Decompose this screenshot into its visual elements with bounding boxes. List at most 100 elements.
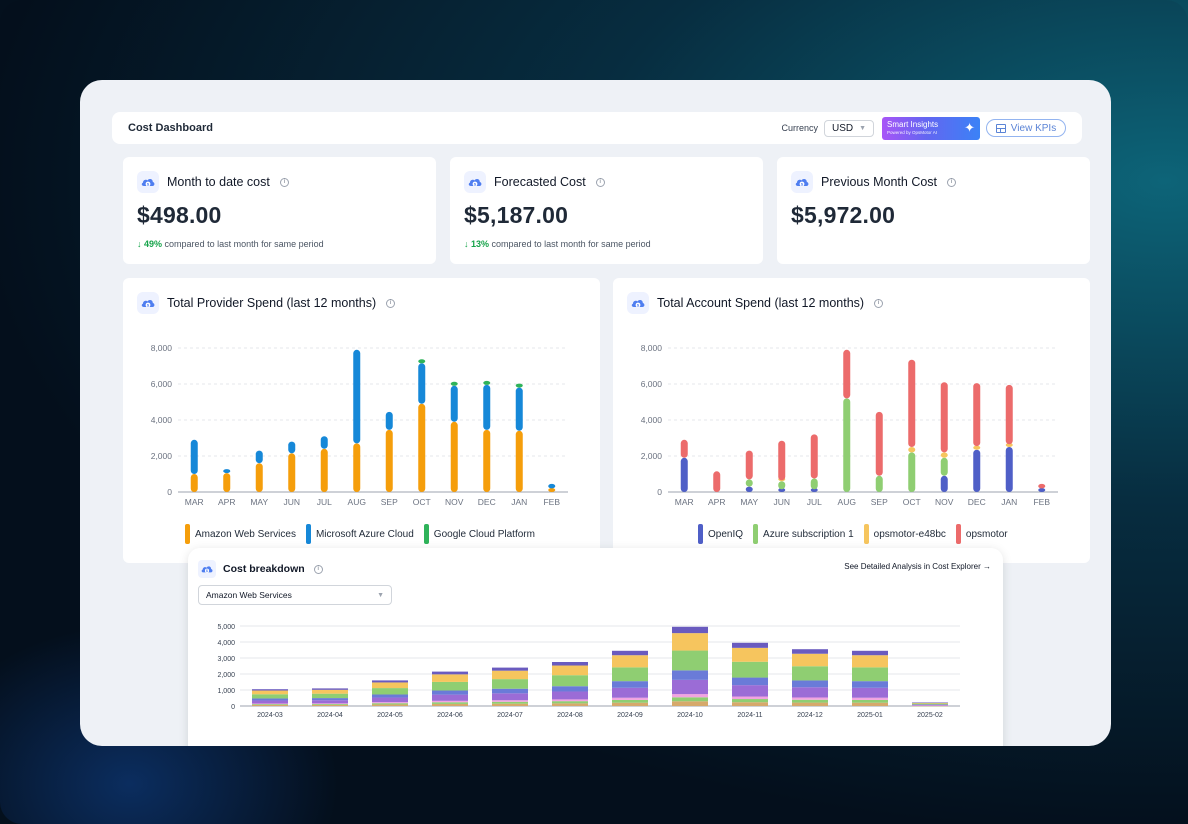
bar-segment[interactable] — [680, 457, 688, 492]
bar-segment[interactable] — [852, 687, 888, 698]
bar-segment[interactable] — [852, 655, 888, 668]
bar-segment[interactable] — [492, 701, 528, 704]
bar-segment[interactable] — [912, 704, 948, 705]
bar-segment[interactable] — [223, 473, 231, 492]
bar-segment[interactable] — [252, 704, 288, 705]
bar-segment[interactable] — [713, 471, 721, 492]
bar-segment[interactable] — [312, 698, 348, 701]
bar-segment[interactable] — [385, 411, 393, 430]
bar-segment[interactable] — [1005, 384, 1013, 445]
bar-segment[interactable] — [548, 483, 556, 489]
bar-segment[interactable] — [792, 702, 828, 706]
bar-segment[interactable] — [912, 705, 948, 706]
bar-segment[interactable] — [792, 653, 828, 667]
bar-segment[interactable] — [312, 703, 348, 705]
bar-segment[interactable] — [612, 697, 648, 700]
bar-segment[interactable] — [492, 700, 528, 702]
bar-segment[interactable] — [792, 697, 828, 700]
bar-segment[interactable] — [908, 359, 916, 447]
bar-segment[interactable] — [672, 694, 708, 698]
legend-item[interactable]: opsmotor — [955, 524, 1008, 544]
bar-segment[interactable] — [385, 429, 393, 492]
bar-segment[interactable] — [515, 387, 523, 431]
bar-segment[interactable] — [1038, 488, 1046, 492]
bar-segment[interactable] — [792, 687, 828, 698]
bar-segment[interactable] — [792, 699, 828, 703]
bar-segment[interactable] — [745, 450, 753, 480]
bar-segment[interactable] — [372, 680, 408, 683]
bar-segment[interactable] — [672, 679, 708, 695]
bar-segment[interactable] — [732, 677, 768, 686]
bar-segment[interactable] — [432, 694, 468, 701]
info-icon[interactable]: i — [313, 564, 323, 574]
bar-segment[interactable] — [973, 449, 981, 492]
bar-segment[interactable] — [612, 655, 648, 668]
bar-segment[interactable] — [612, 650, 648, 656]
bar-segment[interactable] — [912, 702, 948, 704]
bar-segment[interactable] — [672, 626, 708, 634]
bar-segment[interactable] — [372, 682, 408, 689]
bar-segment[interactable] — [875, 475, 883, 492]
cost-explorer-link[interactable]: See Detailed Analysis in Cost Explorer → — [844, 562, 991, 571]
bar-segment[interactable] — [432, 671, 468, 675]
currency-select[interactable]: USD ▼ — [824, 119, 874, 137]
bar-segment[interactable] — [312, 688, 348, 690]
bar-segment[interactable] — [680, 439, 688, 458]
bar-segment[interactable] — [515, 383, 523, 388]
bar-segment[interactable] — [190, 439, 198, 474]
bar-segment[interactable] — [432, 702, 468, 704]
bar-segment[interactable] — [612, 699, 648, 703]
bar-segment[interactable] — [792, 680, 828, 688]
bar-segment[interactable] — [492, 703, 528, 706]
bar-segment[interactable] — [552, 665, 588, 676]
bar-segment[interactable] — [492, 667, 528, 671]
bar-segment[interactable] — [612, 667, 648, 682]
bar-segment[interactable] — [745, 486, 753, 492]
bar-segment[interactable] — [745, 479, 753, 487]
bar-segment[interactable] — [973, 383, 981, 447]
legend-item[interactable]: Azure subscription 1 — [753, 524, 854, 544]
bar-segment[interactable] — [912, 703, 948, 705]
bar-segment[interactable] — [372, 697, 408, 703]
bar-segment[interactable] — [852, 650, 888, 656]
bar-segment[interactable] — [732, 696, 768, 700]
legend-item[interactable]: Microsoft Azure Cloud — [305, 524, 414, 544]
bar-segment[interactable] — [312, 689, 348, 694]
bar-segment[interactable] — [1038, 483, 1046, 489]
bar-segment[interactable] — [418, 403, 426, 492]
bar-segment[interactable] — [672, 633, 708, 651]
info-icon[interactable]: i — [386, 298, 396, 308]
bar-segment[interactable] — [418, 359, 426, 364]
bar-segment[interactable] — [252, 703, 288, 705]
bar-segment[interactable] — [792, 649, 828, 654]
bar-segment[interactable] — [908, 447, 916, 453]
bar-segment[interactable] — [515, 430, 523, 492]
legend-item[interactable]: opsmotor-e48bc — [863, 524, 946, 544]
bar-segment[interactable] — [940, 457, 948, 476]
bar-segment[interactable] — [432, 690, 468, 695]
bar-segment[interactable] — [612, 687, 648, 698]
bar-segment[interactable] — [908, 452, 916, 492]
bar-segment[interactable] — [732, 647, 768, 662]
bar-segment[interactable] — [418, 363, 426, 404]
bar-segment[interactable] — [852, 681, 888, 688]
bar-segment[interactable] — [1005, 447, 1013, 492]
view-kpis-button[interactable]: View KPIs — [986, 119, 1066, 137]
bar-segment[interactable] — [843, 398, 851, 492]
bar-segment[interactable] — [973, 445, 981, 450]
bar-segment[interactable] — [252, 689, 288, 691]
bar-segment[interactable] — [732, 661, 768, 678]
bar-segment[interactable] — [252, 700, 288, 704]
bar-segment[interactable] — [875, 411, 883, 476]
bar-segment[interactable] — [940, 382, 948, 453]
bar-segment[interactable] — [288, 453, 296, 492]
bar-segment[interactable] — [288, 441, 296, 454]
bar-segment[interactable] — [940, 452, 948, 458]
bar-segment[interactable] — [778, 440, 786, 481]
bar-segment[interactable] — [353, 443, 361, 492]
bar-segment[interactable] — [252, 690, 288, 695]
bar-segment[interactable] — [552, 703, 588, 706]
bar-segment[interactable] — [372, 694, 408, 698]
bar-segment[interactable] — [450, 385, 458, 422]
bar-segment[interactable] — [252, 704, 288, 706]
